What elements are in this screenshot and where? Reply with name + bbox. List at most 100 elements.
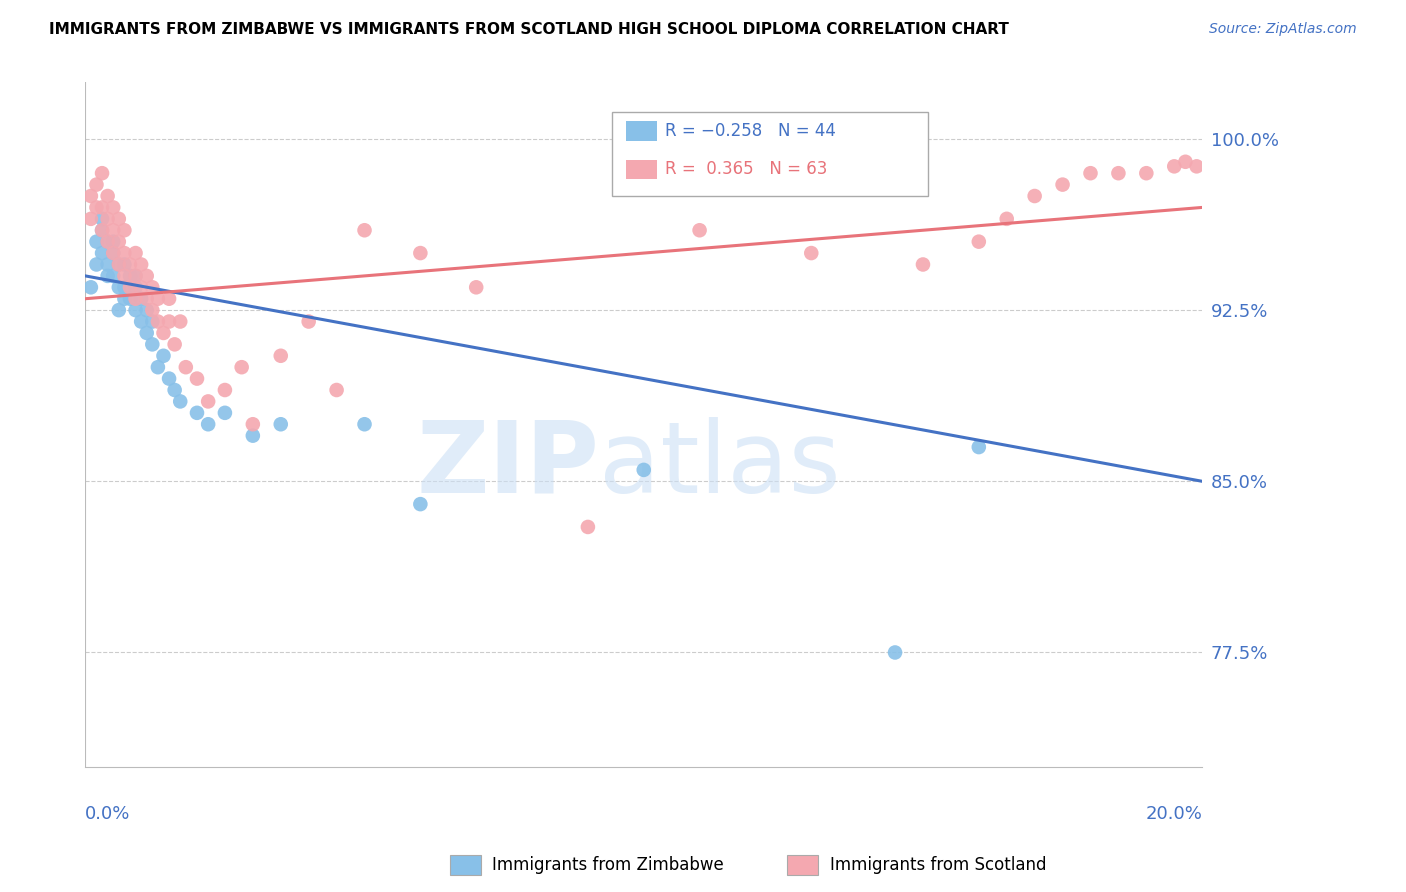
- Point: [97, 268, 120, 283]
- Text: ZIP: ZIP: [416, 417, 599, 514]
- Point: [633, 463, 655, 477]
- Point: [118, 292, 141, 306]
- Point: [152, 349, 174, 363]
- Point: [141, 337, 163, 351]
- Point: [1174, 154, 1197, 169]
- Point: [146, 360, 169, 375]
- Point: [1185, 159, 1208, 173]
- Point: [242, 417, 264, 432]
- Y-axis label: High School Diploma: High School Diploma: [0, 338, 8, 510]
- Point: [298, 314, 321, 328]
- Point: [409, 497, 432, 511]
- Point: [186, 406, 208, 420]
- Point: [91, 166, 114, 180]
- Point: [124, 268, 146, 283]
- Point: [157, 371, 180, 385]
- Point: [91, 223, 114, 237]
- Point: [157, 314, 180, 328]
- Point: [186, 371, 208, 385]
- Point: [112, 280, 135, 294]
- Point: [124, 268, 146, 283]
- Point: [135, 268, 157, 283]
- Point: [97, 235, 120, 249]
- Point: [91, 223, 114, 237]
- Point: [152, 326, 174, 340]
- Text: 20.0%: 20.0%: [1146, 805, 1202, 823]
- Point: [465, 280, 488, 294]
- Point: [163, 337, 186, 351]
- Point: [129, 280, 152, 294]
- Point: [107, 258, 129, 272]
- Point: [129, 314, 152, 328]
- Point: [112, 246, 135, 260]
- Text: R = −0.258   N = 44: R = −0.258 N = 44: [665, 122, 837, 140]
- Point: [97, 211, 120, 226]
- Point: [1135, 166, 1157, 180]
- Point: [91, 246, 114, 260]
- Point: [169, 394, 191, 409]
- Point: [1052, 178, 1074, 192]
- Text: 0.0%: 0.0%: [86, 805, 131, 823]
- Point: [995, 211, 1018, 226]
- Point: [800, 246, 823, 260]
- Point: [118, 268, 141, 283]
- Point: [86, 201, 108, 215]
- Point: [80, 211, 103, 226]
- Point: [146, 314, 169, 328]
- Point: [157, 292, 180, 306]
- Point: [107, 235, 129, 249]
- Point: [141, 280, 163, 294]
- Point: [242, 428, 264, 442]
- Point: [103, 246, 125, 260]
- Text: Immigrants from Scotland: Immigrants from Scotland: [830, 856, 1046, 874]
- Point: [97, 189, 120, 203]
- Point: [135, 303, 157, 318]
- Point: [409, 246, 432, 260]
- Point: [135, 326, 157, 340]
- Text: R =  0.365   N = 63: R = 0.365 N = 63: [665, 161, 827, 178]
- Point: [80, 280, 103, 294]
- Point: [214, 406, 236, 420]
- Point: [353, 223, 375, 237]
- Point: [967, 235, 990, 249]
- Point: [86, 235, 108, 249]
- Point: [118, 280, 141, 294]
- Point: [884, 645, 907, 659]
- Point: [97, 258, 120, 272]
- Point: [174, 360, 197, 375]
- Point: [124, 292, 146, 306]
- Point: [103, 223, 125, 237]
- Point: [103, 268, 125, 283]
- Point: [353, 417, 375, 432]
- Point: [103, 235, 125, 249]
- Point: [689, 223, 711, 237]
- Point: [80, 189, 103, 203]
- Point: [1107, 166, 1129, 180]
- Point: [112, 258, 135, 272]
- Point: [129, 258, 152, 272]
- Point: [129, 292, 152, 306]
- Point: [107, 280, 129, 294]
- Point: [1163, 159, 1185, 173]
- Point: [270, 349, 292, 363]
- Point: [107, 303, 129, 318]
- Point: [270, 417, 292, 432]
- Point: [103, 246, 125, 260]
- Point: [1024, 189, 1046, 203]
- Point: [169, 314, 191, 328]
- Point: [197, 394, 219, 409]
- Point: [214, 383, 236, 397]
- Text: Immigrants from Zimbabwe: Immigrants from Zimbabwe: [492, 856, 724, 874]
- Point: [146, 292, 169, 306]
- Text: Source: ZipAtlas.com: Source: ZipAtlas.com: [1209, 22, 1357, 37]
- Point: [197, 417, 219, 432]
- Point: [576, 520, 599, 534]
- Point: [163, 383, 186, 397]
- Point: [141, 303, 163, 318]
- Point: [86, 178, 108, 192]
- Text: atlas: atlas: [599, 417, 841, 514]
- Point: [118, 258, 141, 272]
- Text: IMMIGRANTS FROM ZIMBABWE VS IMMIGRANTS FROM SCOTLAND HIGH SCHOOL DIPLOMA CORRELA: IMMIGRANTS FROM ZIMBABWE VS IMMIGRANTS F…: [49, 22, 1010, 37]
- Point: [112, 292, 135, 306]
- Point: [141, 314, 163, 328]
